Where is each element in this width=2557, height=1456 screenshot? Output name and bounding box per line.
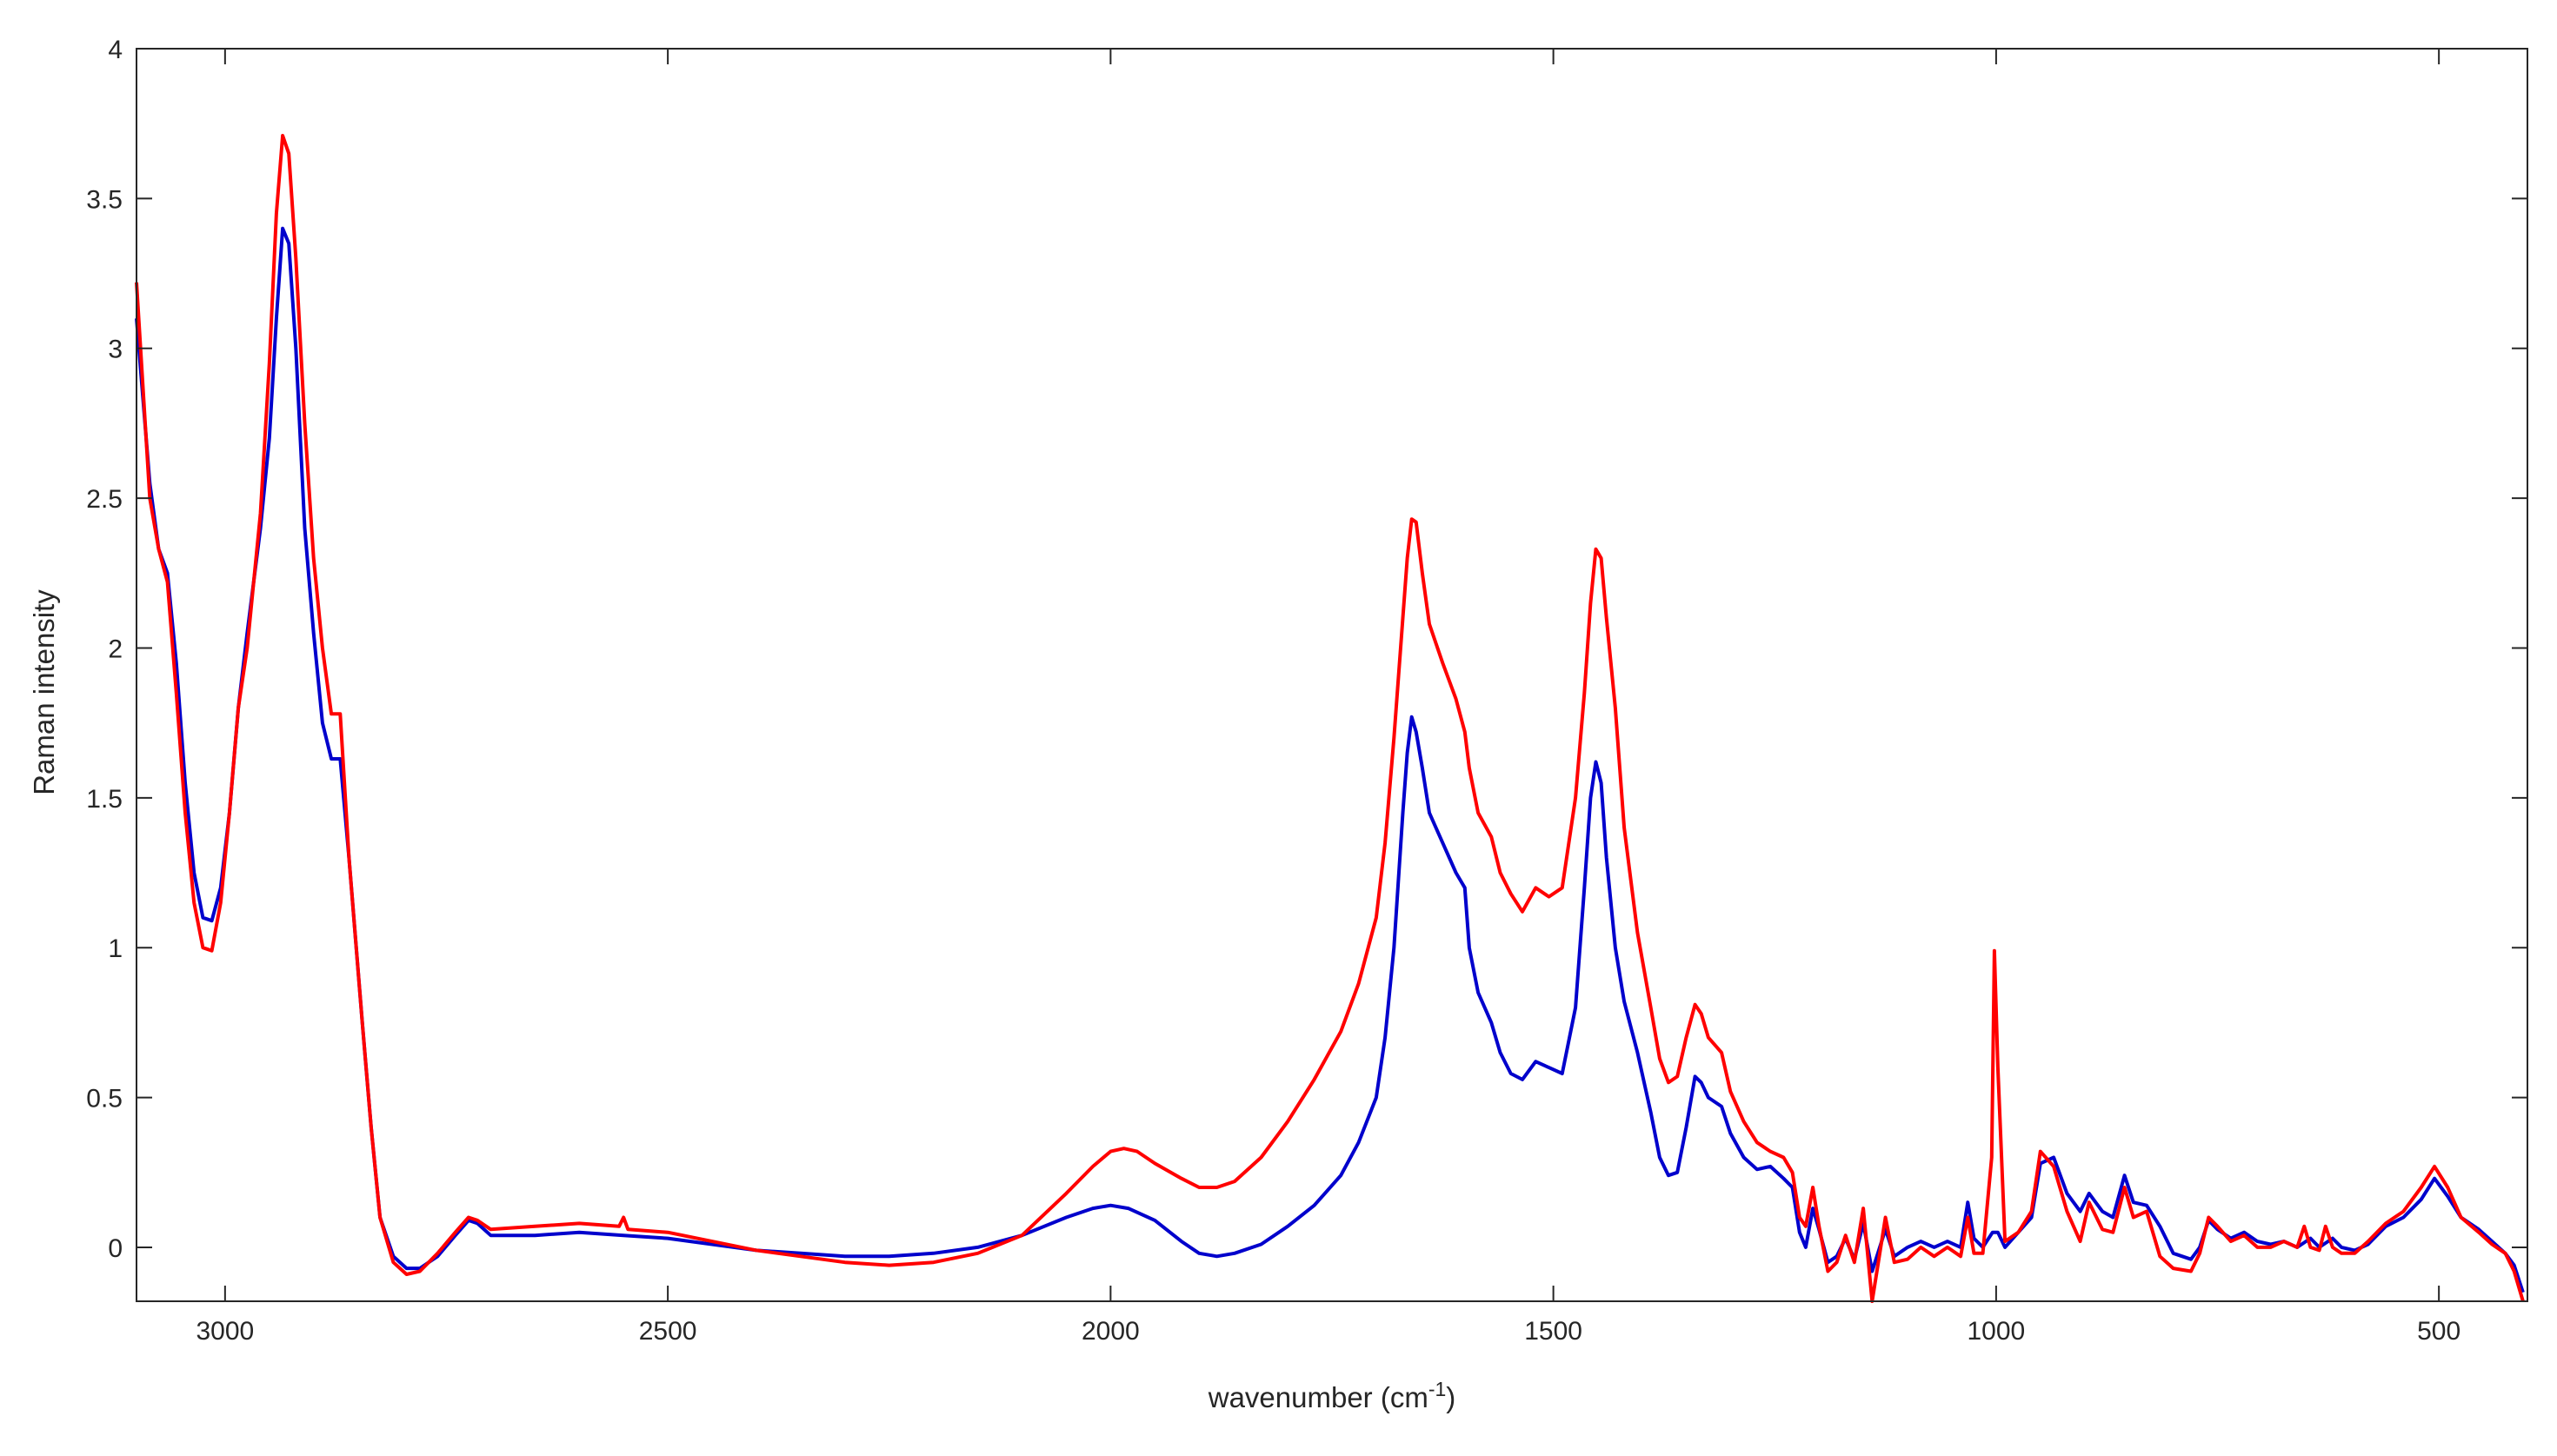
y-tick-label: 1.5 [86, 785, 123, 814]
spectrum-line-red [135, 134, 2525, 1303]
series-layer [135, 134, 2525, 1303]
x-tick-label: 2500 [639, 1317, 697, 1346]
y-tick-label: 3 [108, 336, 123, 364]
x-axis-title: wavenumber (cm-1) [1208, 1378, 1456, 1413]
y-tick-label: 2.5 [86, 485, 123, 514]
y-axis-title: Raman intensity [28, 589, 60, 795]
x-axis-title-superscript: -1 [1428, 1378, 1446, 1400]
x-tick-label: 500 [2417, 1317, 2460, 1346]
x-axis-title-suffix: ) [1446, 1381, 1455, 1413]
x-axis-title-main: wavenumber (cm [1208, 1381, 1428, 1413]
x-tick-label: 2000 [1082, 1317, 1140, 1346]
spectrum-line-blue [135, 226, 2525, 1293]
y-tick-label: 4 [108, 36, 123, 64]
x-tick-label: 1500 [1524, 1317, 1582, 1346]
x-tick-label: 1000 [1968, 1317, 2026, 1346]
tick-layer: 3000 2500 2000 1500 1000 500 0 0.5 1 1.5 2 2.5 3 3.5 4 [86, 36, 2527, 1346]
y-tick-label: 0.5 [86, 1085, 123, 1114]
y-tick-label: 1 [108, 934, 123, 963]
y-tick-label: 2 [108, 635, 123, 663]
x-tick-label: 3000 [196, 1317, 254, 1346]
plot-frame [136, 48, 2528, 1302]
y-tick-label: 0 [108, 1234, 123, 1263]
y-tick-label: 3.5 [86, 185, 123, 214]
